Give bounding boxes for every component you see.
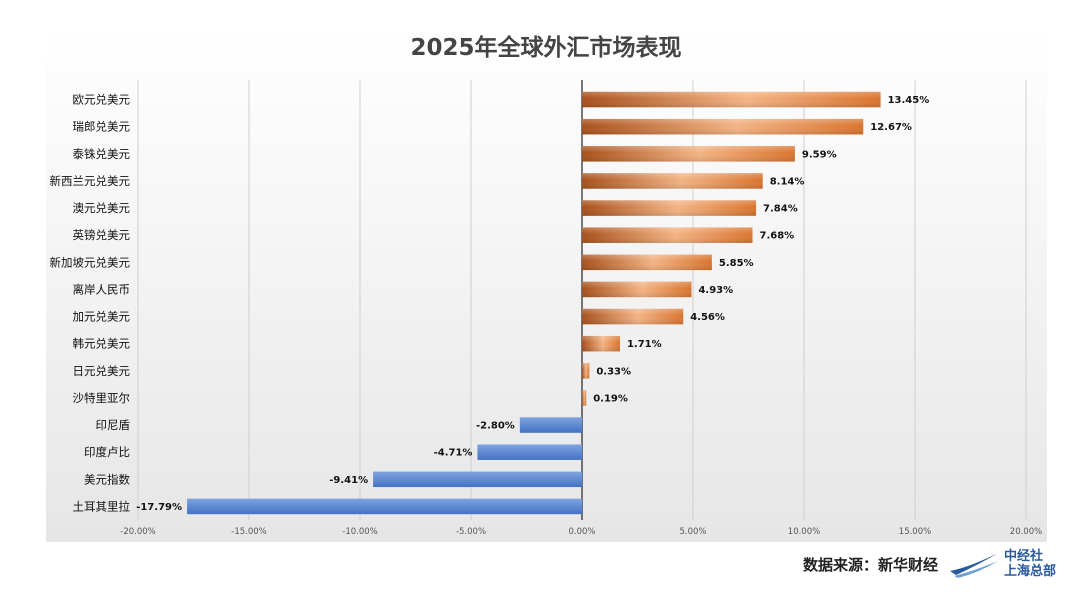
bar-chart: 2025年全球外汇市场表现 欧元兑美元 13.45% 瑞郎兑美元 12.67% 泰铢兑美… (50, 34, 1043, 537)
x-tick-label: -15.00% (231, 527, 266, 537)
data-label: 5.85% (719, 258, 754, 269)
category-label: 日元兑美元 (73, 364, 131, 378)
source-text: 数据来源：新华财经 (802, 555, 938, 574)
data-label: 4.56% (690, 312, 725, 323)
data-label: -4.71% (434, 448, 473, 459)
bar-shading (582, 281, 692, 298)
data-label: 0.33% (596, 366, 631, 377)
bar-shading (582, 308, 684, 325)
category-label: 印尼盾 (96, 418, 131, 432)
chart-title: 2025年全球外汇市场表现 (410, 34, 681, 61)
data-label: 9.59% (802, 149, 837, 160)
category-label: 瑞郎兑美元 (73, 120, 131, 134)
category-label: 韩元兑美元 (73, 337, 131, 351)
data-label: -9.41% (329, 475, 368, 486)
bar-shading (582, 118, 864, 135)
x-tick-label: 15.00% (899, 527, 931, 537)
category-label: 土耳其里拉 (73, 499, 131, 513)
footer: 数据来源：新华财经 中经社 上海总部 (803, 548, 1056, 580)
category-label: 印度卢比 (84, 445, 130, 459)
data-label: 12.67% (870, 122, 912, 133)
category-label: 英镑兑美元 (73, 228, 131, 242)
x-tick-label: 0.00% (568, 527, 595, 537)
data-label: 0.19% (593, 393, 628, 404)
data-label: 1.71% (627, 339, 662, 350)
data-label: 7.68% (759, 231, 794, 242)
bar-shading (582, 173, 763, 189)
category-label: 新加坡元兑美元 (50, 255, 131, 269)
data-label: 8.14% (770, 176, 805, 187)
x-tick-label: -20.00% (120, 527, 155, 537)
bar-shading (582, 227, 753, 243)
brand-name-line1: 中经社 (1003, 549, 1043, 564)
bar-shading (582, 146, 795, 162)
bar (477, 444, 582, 460)
x-tick-label: 20.00% (1010, 527, 1042, 537)
bar-shading (582, 200, 757, 216)
category-label: 澳元兑美元 (73, 201, 131, 215)
bar (187, 498, 582, 515)
brand-logo: 中经社 上海总部 (948, 549, 1056, 579)
bar-shading (582, 335, 620, 352)
data-label: -2.80% (476, 421, 515, 432)
category-label: 新西兰元兑美元 (50, 174, 131, 188)
bar (519, 417, 582, 433)
brand-name-line2: 上海总部 (1003, 564, 1056, 579)
data-label: 4.93% (698, 285, 733, 296)
category-label: 加元兑美元 (73, 310, 131, 324)
data-label: 7.84% (763, 204, 798, 215)
x-tick-label: 5.00% (679, 527, 706, 537)
category-label: 沙特里亚尔 (73, 391, 131, 405)
swoosh-logo-icon (949, 553, 998, 578)
data-label: 13.45% (888, 95, 930, 106)
category-label: 离岸人民币 (73, 282, 131, 296)
bar-shading (582, 390, 587, 406)
bar-shading (582, 254, 712, 271)
data-label: -17.79% (136, 502, 182, 513)
x-tick-label: -5.00% (456, 527, 486, 537)
chart-panel: 2025年全球外汇市场表现 欧元兑美元 13.45% 瑞郎兑美元 12.67% 泰铢兑美… (46, 24, 1047, 542)
category-label: 美元指数 (84, 472, 130, 486)
x-tick-label: -10.00% (342, 527, 377, 537)
x-tick-label: 10.00% (788, 527, 820, 537)
bar-shading (582, 91, 881, 108)
bar (373, 471, 582, 488)
category-label: 欧元兑美元 (73, 93, 131, 107)
category-label: 泰铢兑美元 (73, 147, 131, 161)
bar-shading (582, 363, 590, 379)
